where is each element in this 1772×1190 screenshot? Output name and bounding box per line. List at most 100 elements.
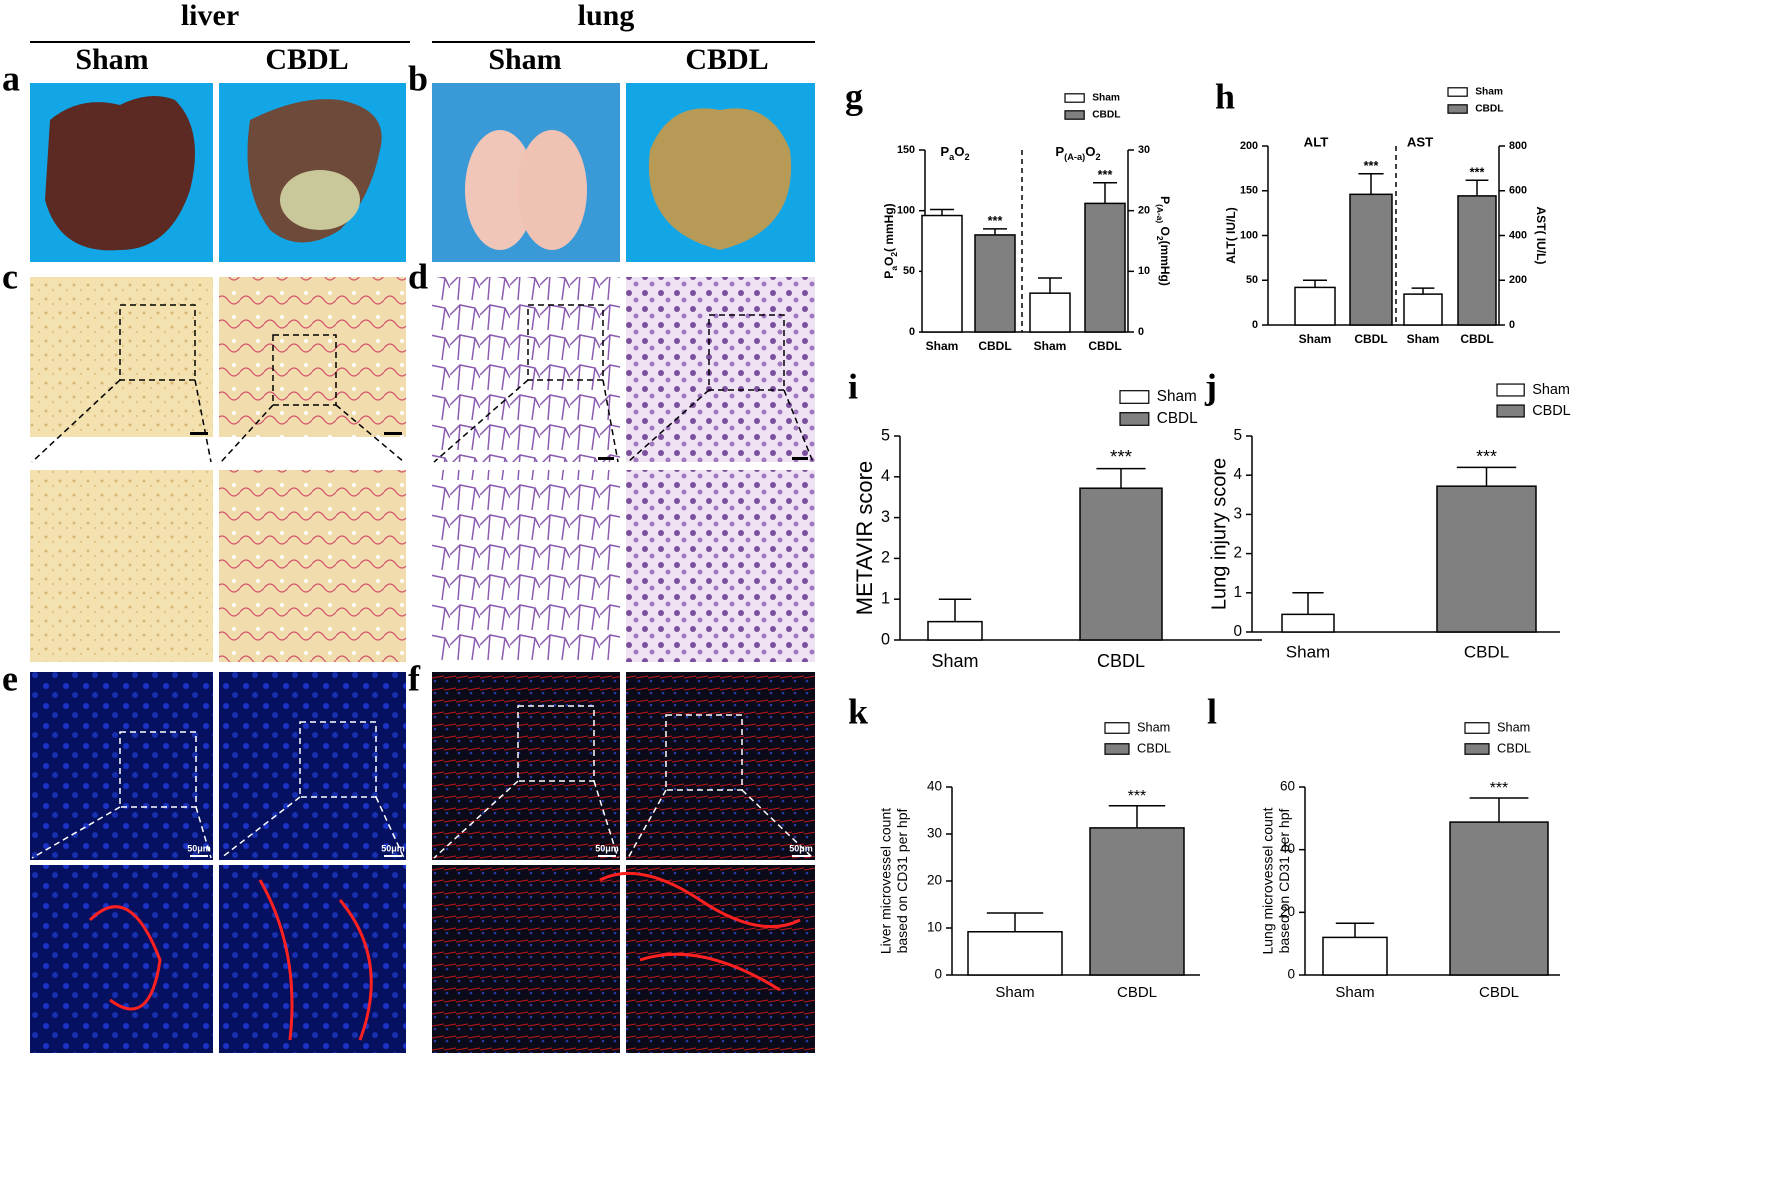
legend-swatch [1064, 110, 1085, 120]
y-tick-label: 4 [1233, 466, 1242, 483]
panel-label: l [1207, 691, 1217, 731]
y-tick-label: 0 [1138, 326, 1144, 338]
bar [1449, 821, 1549, 976]
legend-swatch [1496, 404, 1525, 418]
y-tick-label: 0 [1233, 623, 1242, 640]
panel-label: d [408, 256, 428, 296]
legend-swatch [1119, 412, 1150, 426]
group-title-part: 2 [965, 152, 970, 162]
y-axis-label: Lung microvessel count [1260, 807, 1276, 954]
x-tick-label: Sham [1286, 642, 1330, 661]
panel-label: b [408, 58, 428, 98]
significance: *** [1364, 159, 1379, 173]
y-axis-label-part: O [882, 257, 896, 266]
group-title-part: O [1085, 144, 1095, 159]
panel-label: a [2, 58, 20, 98]
legend-swatch [1447, 87, 1468, 97]
group-title-part: a [949, 152, 955, 162]
x-tick-label: Sham [931, 651, 978, 671]
bar [967, 931, 1063, 976]
y-tick-label: 2 [881, 549, 890, 567]
histology [219, 470, 406, 662]
bar [1457, 195, 1497, 326]
scale-bar-label: 50μm [595, 843, 619, 853]
x-tick-label: CBDL [1117, 984, 1157, 1001]
legend-label: Sham [1137, 719, 1170, 734]
y-tick-label: 40 [927, 779, 942, 794]
group-title-part: O [954, 144, 964, 159]
x-tick-label: CBDL [1464, 642, 1509, 661]
y-axis-label: based on CD31 per hpf [894, 809, 910, 954]
legend-swatch [1064, 93, 1085, 103]
photo-panels: liver lung Sham CBDL Sham CBDL a b c d e… [2, 0, 815, 1053]
group-title-part: 2 [1095, 152, 1100, 162]
histology [219, 277, 406, 437]
zoom-boxes [31, 705, 814, 859]
y-tick-label: 200 [1509, 274, 1527, 286]
scale-bar-label: 50μm [381, 843, 405, 853]
x-tick-label: CBDL [1354, 332, 1387, 346]
y2-axis-label-part: P [1158, 196, 1172, 204]
y-tick-label: 60 [1280, 779, 1295, 794]
legend-swatch [1464, 722, 1490, 734]
y-tick-label: 40 [1280, 841, 1295, 856]
x-tick-label: CBDL [1097, 651, 1145, 671]
y-tick-label: 100 [897, 205, 915, 217]
legend-label: Sham [1475, 87, 1503, 98]
lung-shape [517, 130, 587, 250]
y-tick-label: 4 [881, 467, 890, 485]
panel-label: e [2, 658, 18, 698]
y-axis-label: ALT( IU/L) [1224, 207, 1238, 263]
significance: *** [1098, 168, 1113, 182]
y-axis-label-part: P [882, 271, 896, 279]
y-tick-label: 800 [1509, 140, 1527, 152]
y2-axis-label-part: 2 [1155, 236, 1165, 241]
column-label: Sham [488, 43, 561, 76]
y-tick-label: 0 [934, 967, 942, 982]
scale-bars [190, 432, 808, 460]
fluorescence [219, 672, 406, 860]
legend-swatch [1104, 722, 1130, 734]
fluorescence [219, 865, 406, 1053]
legend-swatch [1496, 383, 1525, 397]
y-tick-label: 1 [881, 589, 890, 607]
column-label: CBDL [265, 43, 348, 76]
liver-shape [45, 96, 195, 251]
panel-label: k [848, 691, 868, 731]
panel-label: g [845, 76, 863, 116]
y-axis-label-part: a [889, 266, 899, 271]
y-tick-label: 200 [1240, 140, 1258, 152]
group-title: PaO2 [940, 144, 969, 162]
legend-label: Sham [1092, 93, 1120, 104]
panel-label: h [1215, 76, 1235, 116]
x-tick-label: CBDL [1088, 339, 1121, 353]
x-tick-label: Sham [1299, 332, 1332, 346]
panel-label: i [848, 366, 858, 406]
vessel [599, 871, 801, 992]
bar [927, 620, 983, 641]
y-tick-label: 0 [909, 326, 915, 338]
y2-axis-label-part: O [1158, 223, 1172, 236]
y-axis-label-part: 2 [889, 252, 899, 257]
lung-shape [648, 108, 792, 250]
group-title-part: P [940, 144, 949, 159]
x-tick-label: Sham [1335, 984, 1374, 1001]
x-tick-label: CBDL [978, 339, 1011, 353]
legend-swatch [1464, 743, 1490, 755]
fluorescence [30, 865, 213, 1053]
significance: *** [1470, 165, 1485, 179]
y-tick-label: 10 [1138, 265, 1150, 277]
group-title-part: P [1055, 144, 1064, 159]
y-tick-label: 100 [1240, 229, 1258, 241]
histology [432, 470, 620, 662]
histology [30, 277, 213, 437]
bar [1349, 193, 1393, 326]
legend-label: CBDL [1092, 110, 1120, 121]
header: liver [181, 0, 239, 32]
panel-label: c [2, 256, 18, 296]
legend-label: Sham [1532, 382, 1570, 398]
group-title: AST [1407, 134, 1433, 149]
legend-label: CBDL [1475, 104, 1503, 115]
fluorescence [626, 672, 815, 860]
